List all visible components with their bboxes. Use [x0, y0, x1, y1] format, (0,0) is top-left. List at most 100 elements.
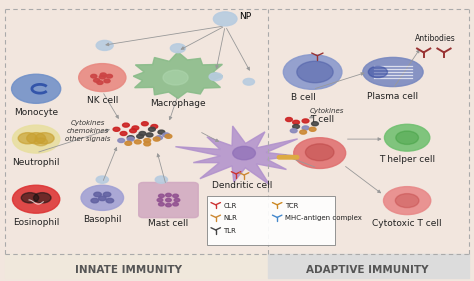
Circle shape	[96, 40, 113, 51]
Circle shape	[141, 122, 148, 126]
Circle shape	[125, 141, 132, 145]
Circle shape	[35, 133, 54, 144]
Text: Neutrophil: Neutrophil	[12, 158, 60, 167]
Circle shape	[158, 194, 164, 198]
Circle shape	[294, 138, 346, 169]
Circle shape	[383, 187, 431, 215]
Circle shape	[158, 203, 164, 206]
Bar	[268, 254, 469, 278]
Circle shape	[97, 81, 103, 84]
Circle shape	[174, 198, 180, 202]
Circle shape	[99, 75, 105, 79]
Text: T helper cell: T helper cell	[379, 155, 435, 164]
Circle shape	[285, 117, 292, 122]
Text: Monocyte: Monocyte	[14, 108, 58, 117]
Circle shape	[93, 79, 100, 82]
Circle shape	[134, 140, 141, 144]
Circle shape	[311, 122, 319, 126]
Circle shape	[300, 130, 307, 134]
Text: NP: NP	[239, 12, 252, 21]
Circle shape	[99, 196, 106, 201]
Circle shape	[21, 193, 39, 203]
Circle shape	[118, 139, 125, 142]
Circle shape	[79, 64, 126, 92]
Text: Antibodies: Antibodies	[415, 34, 456, 43]
FancyBboxPatch shape	[207, 196, 335, 245]
Circle shape	[139, 132, 146, 135]
Text: Mast cell: Mast cell	[148, 219, 189, 228]
Circle shape	[34, 138, 47, 146]
Circle shape	[132, 126, 139, 130]
Circle shape	[173, 203, 178, 206]
Text: T cell: T cell	[310, 115, 334, 124]
Circle shape	[11, 74, 61, 103]
Circle shape	[283, 55, 342, 89]
Circle shape	[146, 133, 153, 137]
Circle shape	[148, 127, 155, 131]
Text: Cytokines: Cytokines	[310, 108, 344, 114]
Text: TLR: TLR	[223, 228, 236, 234]
Circle shape	[209, 73, 222, 81]
Circle shape	[233, 146, 255, 160]
Text: ADAPTIVE IMMUNITY: ADAPTIVE IMMUNITY	[306, 265, 428, 275]
Circle shape	[91, 74, 97, 78]
Bar	[5, 254, 268, 278]
Circle shape	[106, 74, 112, 78]
Circle shape	[120, 132, 127, 135]
Circle shape	[243, 78, 255, 85]
Circle shape	[368, 66, 387, 78]
Circle shape	[292, 120, 300, 124]
Circle shape	[12, 125, 60, 153]
Circle shape	[127, 136, 134, 140]
Circle shape	[144, 142, 151, 146]
Circle shape	[158, 130, 165, 134]
Circle shape	[292, 124, 300, 128]
Circle shape	[309, 127, 316, 131]
Circle shape	[104, 79, 110, 83]
Polygon shape	[133, 52, 223, 98]
Circle shape	[81, 185, 124, 210]
Circle shape	[123, 123, 129, 127]
Circle shape	[155, 176, 167, 183]
Circle shape	[305, 144, 334, 161]
Circle shape	[151, 124, 158, 128]
Text: B cell: B cell	[291, 93, 316, 102]
Text: Macrophage: Macrophage	[150, 99, 206, 108]
Circle shape	[18, 133, 37, 144]
Circle shape	[213, 12, 237, 26]
Circle shape	[396, 131, 419, 144]
Circle shape	[144, 139, 151, 142]
Circle shape	[113, 127, 120, 131]
Circle shape	[137, 134, 144, 138]
Circle shape	[165, 198, 171, 202]
Circle shape	[27, 133, 46, 144]
Circle shape	[297, 61, 333, 83]
Text: Basophil: Basophil	[83, 215, 121, 224]
Circle shape	[165, 203, 171, 207]
FancyBboxPatch shape	[139, 182, 198, 218]
Circle shape	[395, 194, 419, 208]
Circle shape	[106, 198, 114, 203]
Circle shape	[103, 192, 111, 197]
Circle shape	[12, 185, 60, 213]
Circle shape	[94, 192, 101, 197]
Text: Plasma cell: Plasma cell	[367, 92, 419, 101]
Ellipse shape	[363, 57, 423, 87]
Circle shape	[170, 44, 185, 53]
Circle shape	[127, 137, 134, 141]
Circle shape	[163, 70, 188, 85]
Circle shape	[155, 136, 163, 140]
Circle shape	[157, 198, 163, 202]
Text: NK cell: NK cell	[87, 96, 118, 105]
Circle shape	[173, 194, 178, 198]
Text: TCR: TCR	[285, 203, 298, 209]
Polygon shape	[175, 126, 298, 185]
Text: INNATE IMMUNITY: INNATE IMMUNITY	[75, 265, 182, 275]
Circle shape	[129, 129, 137, 133]
Circle shape	[100, 73, 106, 77]
Circle shape	[384, 124, 430, 151]
Circle shape	[96, 176, 109, 183]
Circle shape	[165, 193, 171, 197]
Text: Cytotoxic T cell: Cytotoxic T cell	[373, 219, 442, 228]
Text: Eosinophil: Eosinophil	[13, 218, 59, 227]
